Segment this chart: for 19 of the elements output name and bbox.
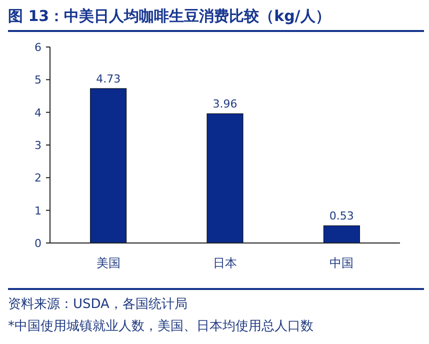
y-tick-label: 2 bbox=[34, 172, 42, 185]
y-tick-label: 6 bbox=[34, 41, 42, 54]
x-tick-label: 日本 bbox=[213, 256, 237, 270]
data-label: 4.73 bbox=[96, 72, 121, 86]
bar bbox=[323, 225, 360, 244]
y-tick-label: 1 bbox=[34, 204, 42, 218]
text: *中国使用城镇就业人数，美国、日本均使用总人口数 bbox=[8, 318, 314, 334]
y-tick-label: 3 bbox=[34, 139, 42, 152]
data-label: 0.53 bbox=[329, 210, 354, 223]
data-label: 3.96 bbox=[212, 98, 238, 111]
y-tick-label: 5 bbox=[34, 74, 42, 87]
text: 资料来源：USDA，各国统计局 bbox=[8, 297, 188, 312]
x-tick-label: 中国 bbox=[330, 256, 354, 270]
chart-title: 图 13：中美日人均咖啡生豆消费比较（kg/人） bbox=[8, 7, 330, 25]
x-tick-label: 美国 bbox=[96, 256, 120, 270]
bar bbox=[206, 113, 244, 244]
y-tick-label: 0 bbox=[34, 237, 42, 250]
y-tick-label: 4 bbox=[34, 106, 42, 120]
bar bbox=[90, 88, 127, 244]
